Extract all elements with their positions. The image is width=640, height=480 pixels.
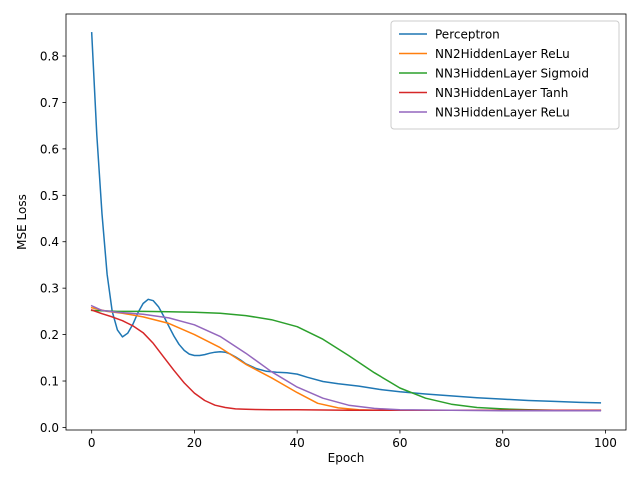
x-tick-label: 0	[88, 436, 96, 450]
series-line-1	[90, 32, 602, 404]
y-tick-label: 0.5	[40, 189, 59, 203]
x-tick-label: 20	[187, 436, 202, 450]
y-axis-label: MSE Loss	[15, 194, 29, 250]
series-line-3	[90, 309, 602, 412]
axes-layer: 0 20 40 60 80 100 0.0 0.1 0.2 0.3 0.4 0.5 0.6 0.7 0.8	[40, 13, 627, 450]
x-tick-label: 60	[392, 436, 407, 450]
y-tick-label: 0.6	[40, 142, 59, 156]
x-tick-label: 100	[594, 436, 617, 450]
y-tick-label: 0.2	[40, 328, 59, 342]
series-layer	[90, 32, 602, 412]
x-tick-label: 80	[495, 436, 510, 450]
y-tick-label: 0.8	[40, 50, 59, 64]
y-tick-label: 0.0	[40, 421, 59, 435]
series-line-5	[90, 304, 602, 412]
y-tick-label: 0.1	[40, 375, 59, 389]
y-tick-label: 0.4	[40, 235, 59, 249]
legend-label: Perceptron	[435, 28, 500, 42]
axes-frame	[65, 13, 627, 431]
legend-label: NN2HiddenLayer ReLu	[435, 47, 570, 61]
legend-label: NN3HiddenLayer Tanh	[435, 86, 568, 100]
x-tick-label: 40	[290, 436, 305, 450]
legend-label: NN3HiddenLayer Sigmoid	[435, 67, 589, 81]
y-tick-label: 0.7	[40, 96, 59, 110]
legend: Perceptron NN2HiddenLayer ReLu NN3HiddenLa…	[390, 20, 620, 130]
legend-box	[390, 20, 620, 130]
legend-label: NN3HiddenLayer ReLu	[435, 106, 570, 120]
x-axis-label: Epoch	[328, 451, 365, 465]
y-tick-label: 0.3	[40, 282, 59, 296]
